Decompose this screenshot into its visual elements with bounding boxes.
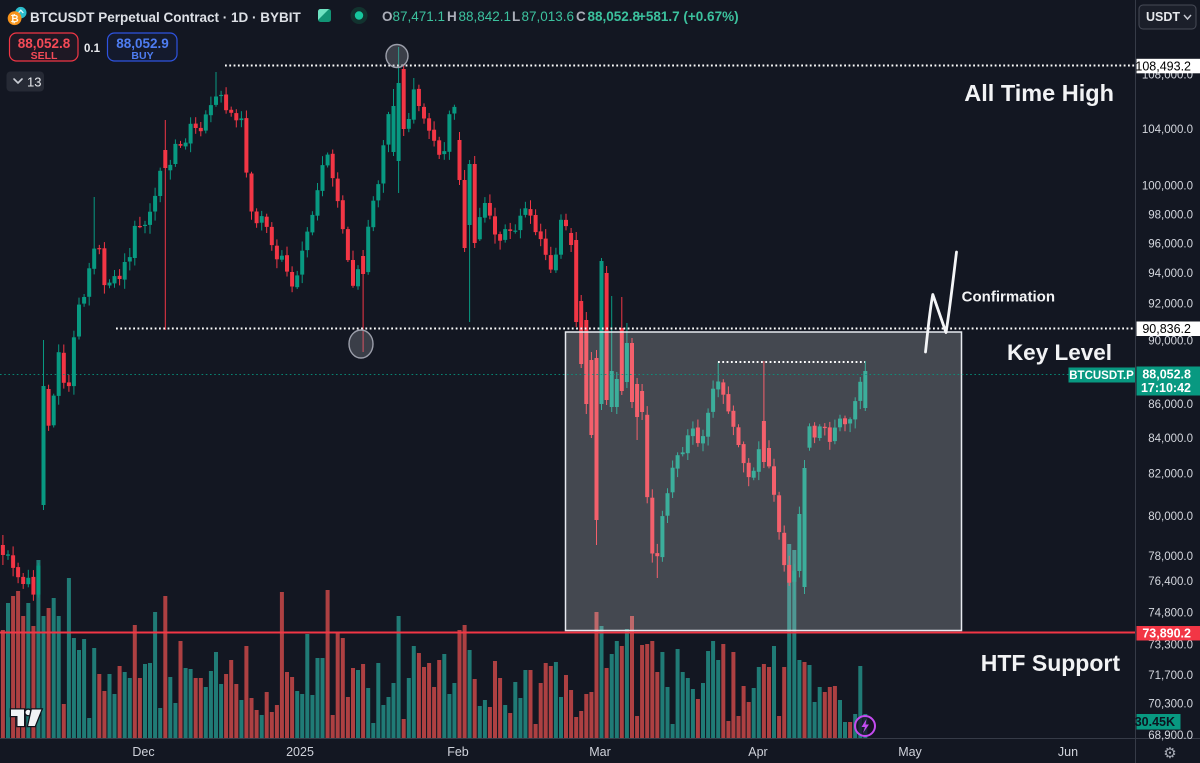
svg-text:O: O [382,9,393,24]
svg-text:BTCUSDT Perpetual Contract · 1: BTCUSDT Perpetual Contract · 1D · BYBIT [30,10,302,25]
svg-text:82,000.0: 82,000.0 [1148,468,1193,480]
svg-text:Confirmation: Confirmation [962,289,1055,306]
svg-text:88,052.8: 88,052.8 [588,9,641,24]
svg-text:SELL: SELL [31,50,58,62]
svg-text:88,052.9: 88,052.9 [116,36,169,51]
svg-text:87,013.6: 87,013.6 [522,9,575,24]
svg-text:17:10:42: 17:10:42 [1141,381,1191,395]
svg-text:87,471.1: 87,471.1 [393,9,446,24]
svg-text:100,000.0: 100,000.0 [1142,181,1193,193]
svg-text:92,000.0: 92,000.0 [1148,299,1193,311]
svg-text:96,000.0: 96,000.0 [1148,238,1193,250]
svg-text:HTF Support: HTF Support [981,650,1121,676]
svg-text:BTCUSDT.P: BTCUSDT.P [1069,370,1134,382]
svg-text:+581.7 (+0.67%): +581.7 (+0.67%) [638,9,739,24]
svg-text:2025: 2025 [286,745,314,759]
svg-text:Dec: Dec [132,745,154,759]
svg-text:May: May [898,745,922,759]
svg-text:90,000.0: 90,000.0 [1148,336,1193,348]
svg-text:90,836.2: 90,836.2 [1142,322,1191,336]
svg-text:73,890.2: 73,890.2 [1142,627,1191,641]
svg-text:76,400.0: 76,400.0 [1148,576,1193,588]
svg-text:70,300.0: 70,300.0 [1148,699,1193,711]
svg-text:H: H [447,9,457,24]
svg-text:84,000.0: 84,000.0 [1148,433,1193,445]
svg-text:94,000.0: 94,000.0 [1148,268,1193,280]
svg-text:Key Level: Key Level [1007,340,1112,365]
svg-text:L: L [512,9,520,24]
svg-text:78,000.0: 78,000.0 [1148,551,1193,563]
svg-text:88,052.8: 88,052.8 [18,36,71,51]
svg-text:0.1: 0.1 [84,43,101,55]
svg-text:86,000.0: 86,000.0 [1148,399,1193,411]
svg-text:73,300.0: 73,300.0 [1148,640,1193,652]
svg-text:Apr: Apr [748,745,767,759]
svg-text:108,493.2: 108,493.2 [1135,59,1191,73]
svg-text:13: 13 [27,75,41,90]
svg-text:Mar: Mar [589,745,611,759]
svg-text:C: C [576,9,586,24]
svg-text:All Time High: All Time High [964,80,1114,106]
svg-text:30.45K: 30.45K [1135,715,1175,729]
svg-text:88,842.1: 88,842.1 [459,9,512,24]
svg-text:68,900.0: 68,900.0 [1148,730,1193,742]
svg-text:₿: ₿ [11,13,19,25]
svg-text:⚙: ⚙ [1163,745,1176,762]
svg-text:74,800.0: 74,800.0 [1148,608,1193,620]
svg-text:71,700.0: 71,700.0 [1148,670,1193,682]
svg-text:98,000.0: 98,000.0 [1148,210,1193,222]
svg-text:Feb: Feb [447,745,469,759]
svg-text:BUY: BUY [131,50,153,62]
svg-text:USDT: USDT [1146,10,1180,24]
svg-text:104,000.0: 104,000.0 [1142,124,1193,136]
svg-text:80,000.0: 80,000.0 [1148,511,1193,523]
svg-text:88,052.8: 88,052.8 [1142,368,1191,382]
svg-text:Jun: Jun [1058,745,1078,759]
